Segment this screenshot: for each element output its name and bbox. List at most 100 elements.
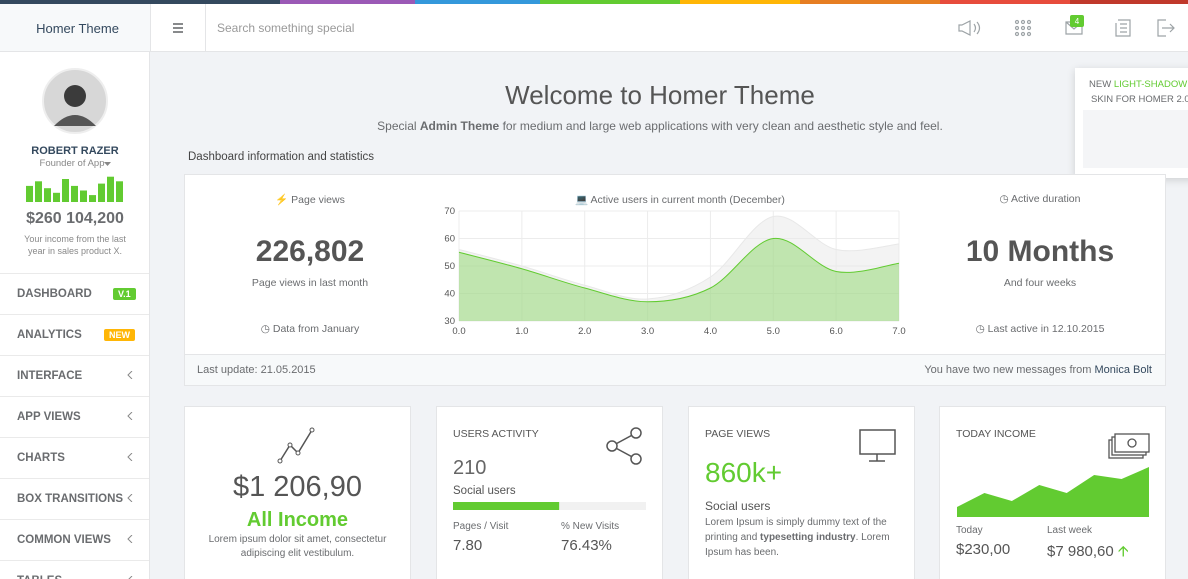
spark-bar <box>26 185 33 202</box>
menu-item[interactable]: BOX TRANSITIONS <box>0 478 149 519</box>
brand-text[interactable]: Homer Theme <box>36 21 119 36</box>
y-tick-label: 70 <box>444 206 455 217</box>
card-label: Social users <box>705 499 771 513</box>
announce-icon[interactable] <box>958 20 981 36</box>
y-tick-label: 60 <box>444 234 455 245</box>
spark-bar <box>80 190 87 202</box>
line <box>458 215 900 300</box>
card-title: TODAY INCOME <box>956 428 1036 440</box>
card-text: Lorem Ipsum is simply dummy text of the … <box>705 515 905 560</box>
chevron-path <box>127 412 133 420</box>
card-text: Lorem ipsum dolor sit amet, consectetur … <box>208 534 387 559</box>
chevron <box>127 494 133 502</box>
x-tick-label: 6.0 <box>830 326 843 337</box>
card-title: All Income <box>246 509 349 531</box>
stat-value: 226,802 <box>255 235 365 268</box>
card-value: $1 206,90 <box>232 471 362 503</box>
income-area <box>957 467 1149 517</box>
stat-label: Last week <box>1047 525 1093 536</box>
footer-name[interactable]: Monica Bolt <box>1094 364 1152 376</box>
stat-label: Pages / Visit <box>453 521 509 532</box>
subtitle-text: for medium and large web applications wi… <box>502 119 943 133</box>
menu-label: DASHBOARD <box>17 288 92 300</box>
stat-value: 10 Months <box>965 235 1115 268</box>
menu-badge: V.1 <box>113 288 136 300</box>
y-tick-label: 30 <box>444 316 455 327</box>
promo-panel[interactable]: NEW LIGHT-SHADOW SKIN FOR HOMER 2.0 <box>1075 68 1188 178</box>
menu-label: TABLES <box>17 575 62 579</box>
menu-label: CHARTS <box>17 452 65 464</box>
footer-left: Last update: 21.05.2015 <box>197 364 316 376</box>
menu-label: INTERFACE <box>17 370 83 382</box>
color-stripe <box>0 0 1188 4</box>
stats-footer <box>184 354 1166 386</box>
hamburger-icon <box>173 23 183 33</box>
menu-item[interactable]: TABLES <box>0 560 149 579</box>
menu-item[interactable]: CHARTS <box>0 437 149 478</box>
income-note: Your income from the last year in sales … <box>24 234 126 256</box>
caption-text: Page views <box>291 194 345 206</box>
menu-item[interactable]: ANALYTICS NEW <box>0 314 149 355</box>
menu-item[interactable]: COMMON VIEWS <box>0 519 149 560</box>
stat-label: And four weeks <box>1003 277 1077 289</box>
menu-label: COMMON VIEWS <box>17 534 111 546</box>
profile-name: ROBERT RAZER <box>31 145 119 157</box>
brand[interactable] <box>0 4 151 51</box>
subtitle-text: Special <box>377 119 417 133</box>
apps-icon[interactable] <box>1014 19 1032 37</box>
progress-bar <box>453 502 560 510</box>
menu-item[interactable]: DASHBOARD V.1 <box>0 273 149 314</box>
stat-value: 76.43% <box>561 537 612 554</box>
footer-text: You have two new messages from <box>924 364 1092 376</box>
stat-value: $230,00 <box>956 541 1011 558</box>
card-value: 860k+ <box>705 457 783 488</box>
promo-line: NEW LIGHT-SHADOW <box>1089 79 1187 90</box>
avatar[interactable] <box>42 68 108 134</box>
spark-bar <box>35 181 42 202</box>
spark-bar <box>53 192 60 202</box>
menu-item[interactable]: INTERFACE <box>0 355 149 396</box>
card-label: Social users <box>453 485 516 497</box>
spark-bar <box>98 183 105 202</box>
income-area-path <box>957 467 1149 517</box>
spark-bar <box>89 195 96 202</box>
menu-toggle[interactable] <box>151 4 206 51</box>
caret <box>104 162 111 166</box>
profile-role[interactable]: Founder of App <box>39 158 105 169</box>
promo-text: NEW <box>1089 79 1112 90</box>
spark-bar <box>116 181 123 202</box>
income-sparkline <box>26 176 123 202</box>
logout-icon[interactable] <box>1157 19 1175 37</box>
x-tick-label: 7.0 <box>892 326 905 337</box>
spark-bar <box>71 185 78 202</box>
chevron-path <box>127 535 133 543</box>
card-value: 210 <box>453 457 487 479</box>
trend-icon <box>277 427 315 464</box>
x-tick-label: 2.0 <box>578 326 591 337</box>
chevron <box>128 576 133 579</box>
text: Lorem Ipsum is simply dummy text of the … <box>705 517 887 543</box>
card-income: $1 206,90 All Income Lorem ipsum dolor s… <box>184 406 411 579</box>
note-text: Data from January <box>272 323 360 335</box>
header <box>0 4 1188 52</box>
menu-label: ANALYTICS <box>17 329 82 341</box>
stat-caption: ◷ Active duration <box>999 193 1081 205</box>
welcome-title: Welcome to Homer Theme <box>505 80 815 110</box>
docs-icon[interactable] <box>1115 19 1131 37</box>
chevron-path <box>127 494 133 502</box>
share-icon <box>606 427 642 465</box>
menu-item[interactable]: APP VIEWS <box>0 396 149 437</box>
footer-right: You have two new messages from Monica Bo… <box>924 364 1152 376</box>
card-today: TODAY INCOME Today $230,00 Last week $7 … <box>939 406 1166 579</box>
monitor-icon <box>859 429 896 462</box>
stat-label: % New Visits <box>561 521 620 532</box>
chevron <box>127 371 133 379</box>
promo-image <box>1083 110 1188 168</box>
sidebar <box>0 52 150 579</box>
x-tick-label: 5.0 <box>767 326 780 337</box>
spark-bar <box>107 176 114 202</box>
search-input[interactable]: Search something special <box>217 21 355 35</box>
text: . Lorem Ipsum has been. <box>705 532 890 558</box>
stat-value: 7.80 <box>453 537 483 554</box>
x-tick-label: 4.0 <box>704 326 717 337</box>
